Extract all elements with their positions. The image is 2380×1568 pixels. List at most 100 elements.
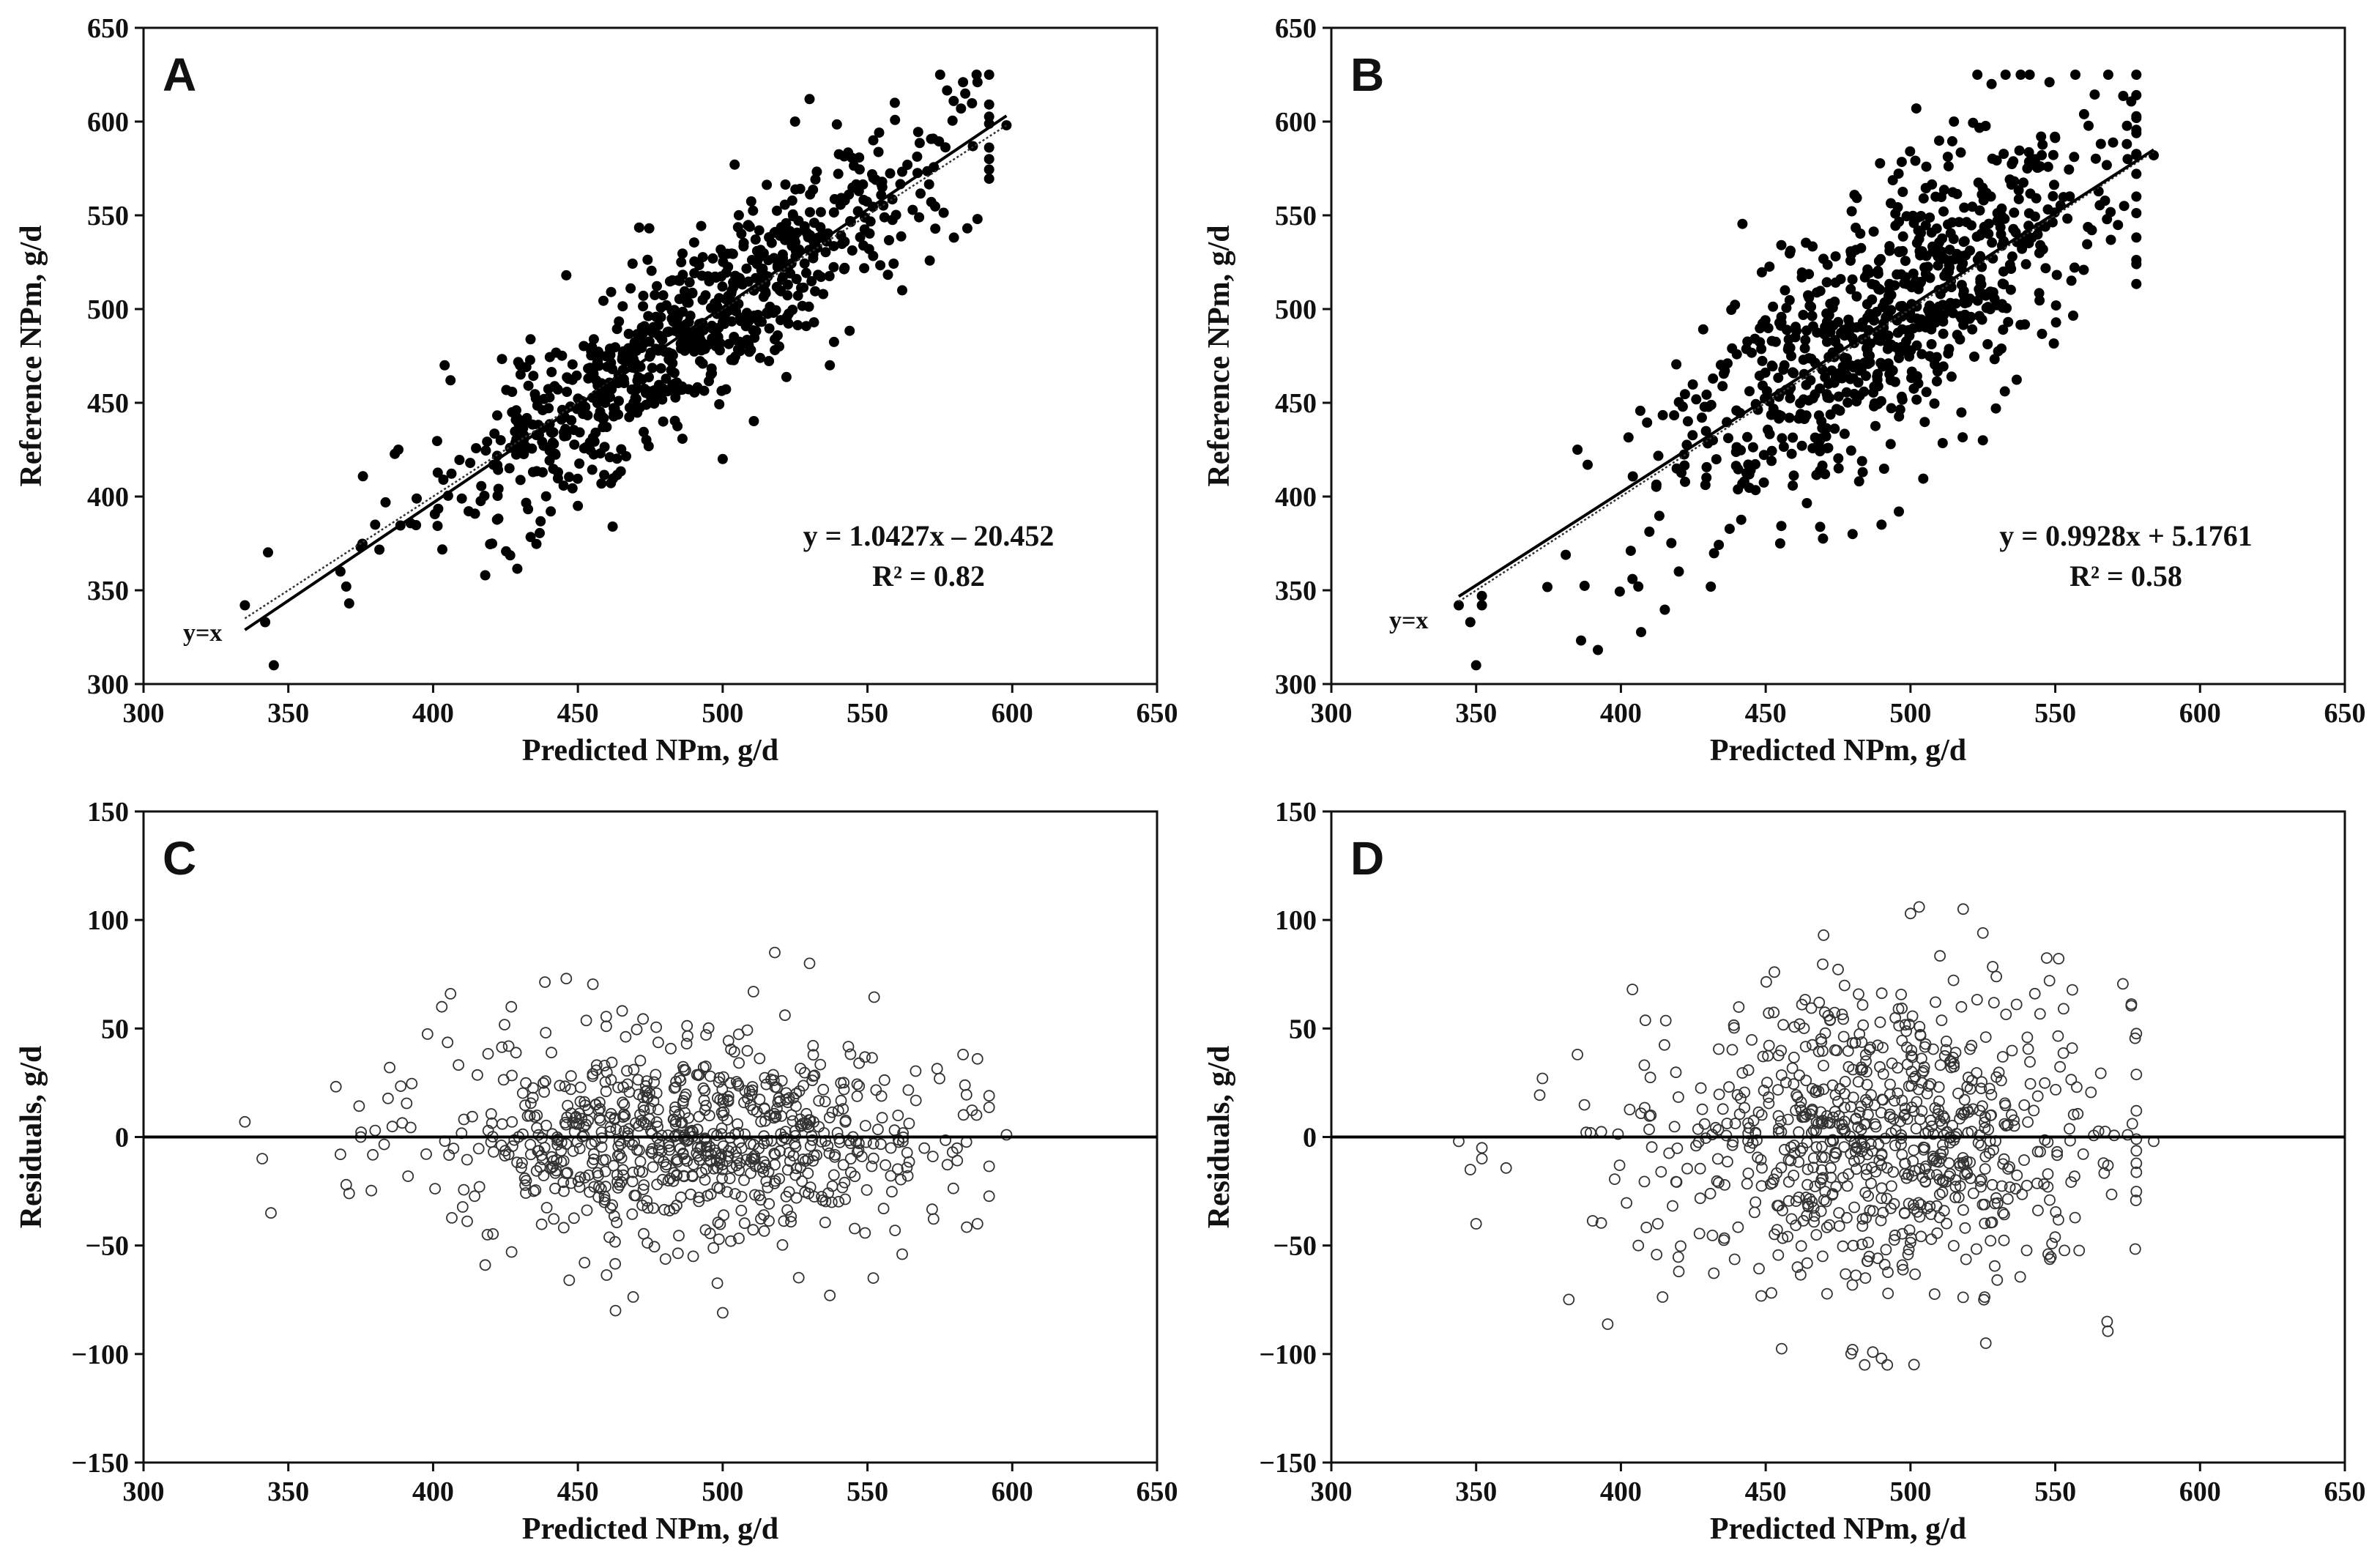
data-point — [1758, 1085, 1770, 1096]
data-point — [1991, 1274, 2004, 1286]
data-point — [1804, 353, 1815, 364]
data-point — [1915, 1052, 1927, 1065]
data-point — [600, 1269, 613, 1281]
data-point — [482, 1048, 494, 1060]
data-point — [1877, 1206, 1889, 1219]
data-point — [867, 1272, 880, 1284]
data-point — [776, 1134, 788, 1147]
data-point — [792, 290, 803, 301]
x-tick-label: 300 — [1311, 698, 1353, 729]
data-point — [1633, 581, 1644, 592]
data-point — [446, 468, 457, 479]
data-point — [1465, 617, 1476, 628]
data-point — [386, 1121, 398, 1133]
data-point — [658, 416, 669, 427]
y-tick-label: 150 — [1275, 797, 1317, 828]
data-point — [724, 1077, 737, 1089]
data-point — [854, 152, 865, 163]
data-point — [1782, 1230, 1794, 1243]
data-point — [2121, 138, 2132, 149]
data-point — [442, 1036, 454, 1049]
data-point — [436, 1000, 448, 1013]
data-point — [592, 1104, 605, 1117]
data-point — [797, 1118, 809, 1130]
data-point — [714, 1218, 726, 1230]
plot-frame — [1330, 26, 2346, 685]
data-point — [2050, 1206, 2062, 1218]
data-point — [1761, 386, 1772, 397]
data-point — [669, 415, 680, 426]
data-point — [1819, 1186, 1832, 1197]
data-point — [730, 1076, 743, 1088]
data-point — [623, 328, 634, 339]
data-point — [971, 1052, 983, 1065]
data-point — [644, 223, 655, 234]
data-point — [496, 1041, 508, 1053]
data-point — [1917, 1065, 1930, 1077]
data-point — [2015, 70, 2026, 80]
data-point — [2018, 1154, 2030, 1166]
data-point — [641, 1092, 653, 1104]
data-point — [1748, 1206, 1760, 1219]
data-point — [540, 491, 551, 502]
y-axis-title: Residuals, g/d — [15, 1046, 48, 1229]
data-points — [1454, 70, 2159, 671]
data-point — [516, 1087, 529, 1099]
data-point — [721, 384, 732, 395]
data-point — [790, 1100, 802, 1112]
data-point — [1721, 1156, 1733, 1168]
data-point — [875, 260, 886, 271]
data-point — [1884, 278, 1895, 289]
data-point — [1948, 1060, 1960, 1073]
data-point — [1859, 1272, 1872, 1284]
data-point — [1998, 1234, 2010, 1246]
data-point — [655, 363, 666, 374]
data-point — [1730, 461, 1741, 472]
data-point — [1731, 349, 1742, 360]
data-point — [2130, 1069, 2143, 1080]
data-point — [1947, 1240, 1960, 1252]
data-point — [865, 216, 876, 227]
data-point — [1756, 343, 1767, 354]
data-point — [1815, 286, 1826, 297]
data-point — [1790, 1104, 1802, 1117]
data-point — [2130, 1104, 2143, 1117]
data-point — [1782, 1175, 1795, 1188]
data-point — [1930, 191, 1941, 202]
data-point — [636, 322, 647, 333]
data-point — [544, 352, 555, 363]
data-point — [2050, 317, 2061, 328]
data-point — [265, 1207, 277, 1219]
data-point — [634, 1156, 647, 1167]
data-point — [849, 1170, 861, 1183]
data-point — [1928, 1288, 1941, 1300]
data-point — [1708, 373, 1719, 384]
data-point — [726, 288, 737, 299]
data-point — [914, 138, 925, 149]
data-point — [664, 1173, 677, 1184]
data-point — [2064, 1123, 2075, 1135]
data-point — [1742, 1064, 1755, 1077]
data-point — [559, 1080, 571, 1093]
data-point — [1706, 582, 1717, 592]
data-point — [888, 1124, 901, 1137]
data-point — [495, 435, 506, 446]
data-point — [1785, 1213, 1798, 1225]
data-point — [1700, 480, 1711, 491]
data-point — [795, 1063, 806, 1074]
data-point — [1711, 1175, 1723, 1187]
data-point — [538, 1077, 549, 1089]
data-point — [1977, 435, 1988, 446]
data-point — [632, 1074, 644, 1086]
data-point — [2002, 1163, 2014, 1175]
data-point — [1983, 1082, 1996, 1095]
data-point — [626, 384, 637, 395]
data-point — [1957, 432, 1968, 443]
data-point — [693, 1195, 705, 1208]
data-point — [805, 207, 815, 218]
data-point — [1928, 1152, 1941, 1164]
data-point — [698, 1094, 710, 1107]
data-point — [783, 1186, 795, 1198]
data-point — [268, 660, 279, 671]
data-point — [378, 1138, 390, 1151]
